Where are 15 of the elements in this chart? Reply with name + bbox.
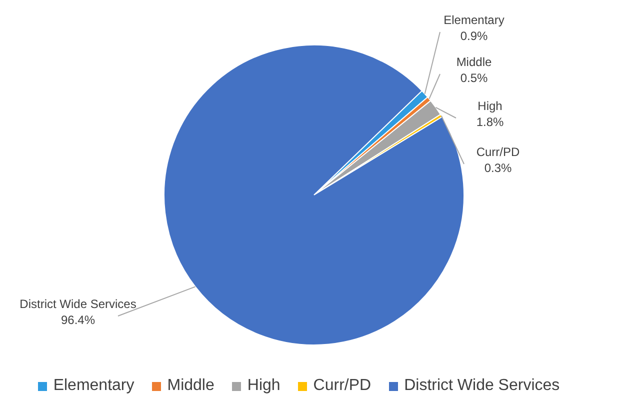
slice-label: Elementary [444,13,504,27]
legend-label: Middle [166,377,214,395]
slice-label: Curr/PD [476,145,520,159]
legend-label: District Wide Services [403,377,560,395]
data-label: 0.3% [484,161,512,175]
slice-label: Middle [456,55,492,69]
slice-label: District Wide Services [20,297,136,311]
legend-label: Elementary [52,377,134,395]
data-label: 0.9% [460,29,488,43]
data-label: 96.4% [60,313,96,327]
category-label: High [247,377,280,394]
legend-label: Curr/PD [312,377,372,395]
data-label: 1.8% [476,115,504,129]
data-label: 0.5% [460,71,488,85]
legend-label: High [478,99,502,113]
